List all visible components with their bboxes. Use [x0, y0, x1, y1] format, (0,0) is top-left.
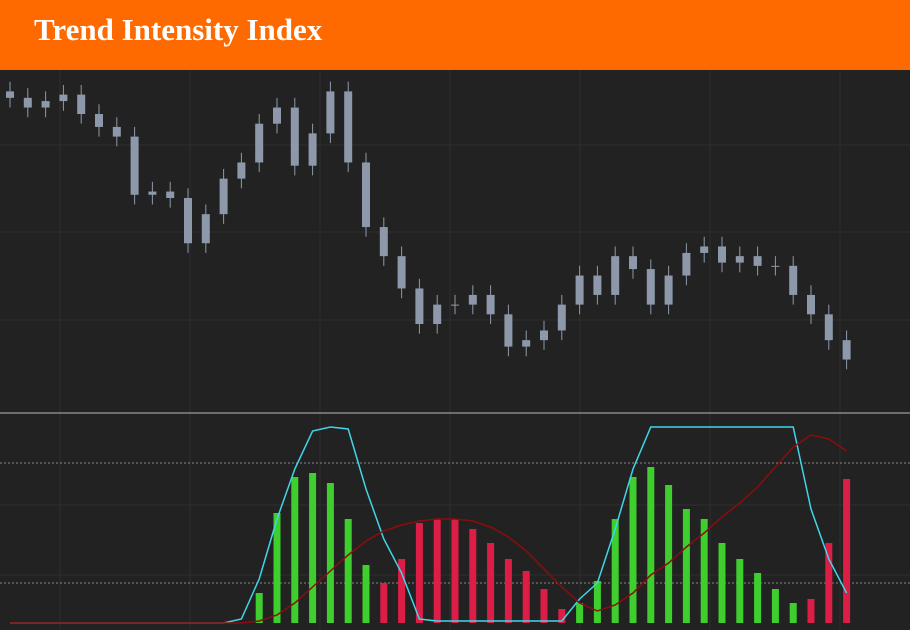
candle-body: [468, 294, 477, 305]
header: Trend Intensity Index: [0, 0, 910, 70]
candle-body: [735, 256, 744, 263]
histogram-bar: [558, 609, 566, 623]
histogram-bar: [451, 519, 459, 623]
histogram-bar: [309, 473, 317, 623]
candle-body: [433, 304, 442, 324]
histogram-bar: [522, 571, 530, 623]
candle-body: [255, 123, 264, 163]
candle-body: [219, 178, 228, 215]
candle-body: [646, 269, 655, 305]
candle-body: [415, 288, 424, 324]
candle-body: [504, 314, 513, 347]
histogram-bar: [380, 583, 388, 623]
candle-body: [557, 304, 566, 331]
candle-body: [379, 227, 388, 257]
candle-body: [664, 275, 673, 305]
candle-body: [95, 114, 103, 127]
candle-body: [629, 256, 637, 270]
candle-body: [290, 107, 299, 166]
candle-body: [308, 133, 317, 166]
candle-body: [237, 162, 246, 179]
candle-body: [575, 275, 584, 305]
candle-body: [77, 94, 86, 114]
candle-body: [824, 314, 833, 341]
candle-body: [41, 101, 50, 108]
chart: [0, 70, 910, 630]
histogram-bar: [700, 519, 708, 623]
histogram-bar: [754, 573, 762, 623]
histogram-bar: [789, 603, 797, 623]
histogram-bar: [344, 519, 352, 623]
histogram-bar: [469, 529, 477, 623]
candle-body: [753, 256, 762, 266]
histogram-bar: [326, 483, 334, 623]
candle-body: [540, 330, 548, 341]
candle-body: [842, 340, 851, 360]
candle-body: [59, 94, 68, 102]
histogram-bar: [665, 485, 673, 623]
candle-body: [593, 275, 602, 295]
candle-body: [486, 294, 495, 315]
histogram-bar: [593, 581, 601, 623]
histogram-bar: [611, 519, 619, 623]
candle-body: [201, 214, 210, 244]
candle-body: [397, 256, 406, 289]
histogram-bar: [415, 523, 423, 623]
candle-body: [148, 191, 157, 195]
candle-body: [718, 246, 726, 263]
candle-body: [326, 91, 335, 134]
grid: [0, 70, 910, 630]
candle-body: [451, 304, 459, 306]
histogram-bar: [362, 565, 370, 623]
histogram-bar: [504, 559, 512, 623]
histogram-bar: [433, 519, 441, 623]
histogram-bar: [273, 513, 281, 623]
candle-body: [112, 126, 121, 137]
candle-body: [700, 246, 709, 253]
candle-body: [166, 191, 175, 198]
candle-body: [130, 136, 139, 195]
indicator-line: [10, 434, 848, 624]
histogram-bar: [682, 509, 690, 623]
title: Trend Intensity Index: [34, 12, 323, 47]
candle-body: [6, 91, 14, 98]
histogram-bar: [576, 603, 584, 623]
candle-body: [611, 256, 620, 295]
candle-body: [682, 252, 691, 276]
histogram-bar: [825, 543, 833, 623]
histogram-bar: [398, 559, 406, 623]
candle-body: [771, 265, 780, 267]
histogram-bar: [487, 543, 495, 623]
histogram-bar: [843, 479, 851, 623]
histogram-bar: [771, 589, 779, 623]
candle-body: [273, 107, 281, 124]
candle-body: [789, 265, 798, 295]
candle-body: [23, 97, 32, 108]
histogram-bar: [540, 589, 548, 623]
candle-body: [184, 198, 192, 244]
histogram-bar: [647, 467, 655, 623]
candle-body: [362, 162, 370, 228]
histogram-bar: [291, 477, 299, 623]
histogram-bar: [718, 543, 726, 623]
candle-body: [344, 91, 353, 163]
candle-body: [807, 294, 815, 315]
histogram-bar: [629, 477, 637, 623]
histogram-bar: [736, 559, 744, 623]
candle-body: [522, 340, 531, 347]
histogram-bar: [255, 593, 263, 623]
histogram-bar: [807, 599, 815, 623]
